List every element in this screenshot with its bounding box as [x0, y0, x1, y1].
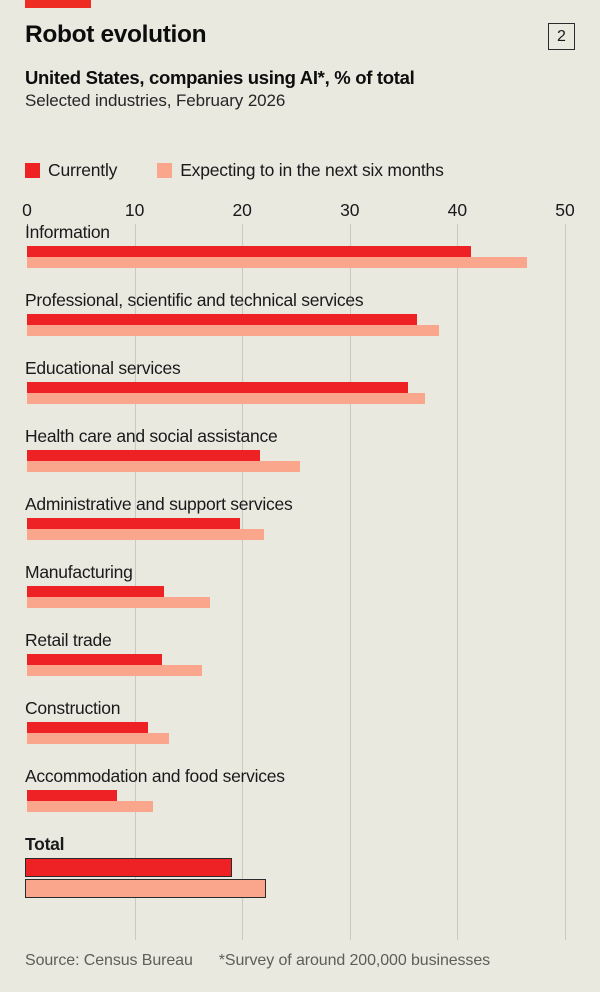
- bar-group: Information: [0, 222, 600, 268]
- legend-swatch-current: [25, 163, 40, 178]
- bar-category-label: Health care and social assistance: [25, 426, 278, 446]
- bar-expected: [27, 461, 301, 472]
- bar-current: [27, 518, 241, 529]
- bar-expected: [27, 665, 203, 676]
- x-tick-label-40: 40: [447, 200, 468, 220]
- chart-subsubtitle: Selected industries, February 2026: [25, 91, 286, 111]
- footer-source: Source: Census Bureau: [25, 952, 193, 969]
- x-tick-label-30: 30: [340, 200, 360, 220]
- bar-group: Health care and social assistance: [0, 426, 600, 472]
- legend-label-current: Currently: [48, 160, 118, 180]
- bar-current: [27, 246, 472, 257]
- bar-current: [27, 586, 164, 597]
- bar-current: [27, 722, 148, 733]
- bar-category-label: Accommodation and food services: [25, 766, 285, 786]
- legend-item-expected: Expecting to in the next six months: [157, 160, 444, 181]
- title-row: Robot evolution 2: [25, 22, 575, 50]
- gridline-40: [457, 224, 459, 940]
- gridline-50: [565, 224, 566, 940]
- bar-category-label: Retail trade: [25, 630, 112, 650]
- x-tick-label-20: 20: [232, 200, 252, 220]
- economist-red-tab: [25, 0, 91, 8]
- bar-category-label: Construction: [25, 698, 121, 718]
- bar-group: Educational services: [0, 358, 600, 404]
- bar-expected: [27, 325, 440, 336]
- bar-group: Administrative and support services: [0, 494, 600, 540]
- bar-category-label: Total: [25, 834, 65, 854]
- x-tick-label-0: 0: [22, 200, 32, 220]
- chart-legend: Currently Expecting to in the next six mo…: [25, 160, 484, 181]
- bar-group: Retail trade: [0, 630, 600, 676]
- page-title: Robot evolution: [25, 21, 207, 48]
- gridline-30: [349, 224, 351, 940]
- bar-current: [25, 858, 232, 877]
- bar-current: [27, 382, 408, 393]
- bar-expected: [27, 529, 264, 540]
- bar-group: Professional, scientific and technical s…: [0, 290, 600, 336]
- legend-swatch-expected: [157, 163, 173, 178]
- bar-current: [27, 314, 417, 325]
- legend-label-expected: Expecting to in the next six months: [180, 160, 444, 180]
- x-axis-tick-labels: 0 10 20 30 40 50: [0, 200, 600, 224]
- bar-expected: [27, 257, 528, 268]
- bars-layer: Information Professional, scientific and …: [0, 222, 600, 940]
- bar-current: [27, 450, 261, 461]
- bar-expected: [27, 597, 210, 608]
- bar-group: Manufacturing: [0, 562, 600, 608]
- chart-header: Robot evolution 2 United States, compani…: [25, 22, 575, 111]
- bar-category-label: Educational services: [25, 358, 181, 378]
- bar-group: Construction: [0, 698, 600, 744]
- footer-note: *Survey of around 200,000 businesses: [218, 952, 491, 969]
- x-tick-label-10: 10: [124, 200, 145, 220]
- bar-group: Accommodation and food services: [0, 766, 600, 812]
- panel-number-badge: 2: [548, 23, 575, 50]
- bar-group: Total: [0, 834, 600, 898]
- x-axis-zero-tick: [27, 224, 28, 233]
- bar-expected: [27, 733, 170, 744]
- bar-current: [27, 654, 162, 665]
- bar-expected: [27, 393, 426, 404]
- plot-area: 0 10 20 30 40 50 Information Professional, sci…: [0, 200, 600, 940]
- chart-footer: Source: Census Bureau *Survey of around …: [25, 952, 575, 970]
- bar-current: [27, 790, 118, 801]
- bar-expected: [27, 801, 153, 812]
- legend-item-current: Currently: [25, 160, 117, 181]
- gridline-20: [242, 224, 244, 940]
- bar-category-label: Professional, scientific and technical s…: [25, 290, 364, 310]
- chart-subtitle: United States, companies using AI*, % of…: [25, 67, 415, 88]
- bar-category-label: Information: [25, 222, 110, 242]
- x-tick-label-50: 50: [555, 200, 575, 220]
- gridline-10: [134, 224, 136, 940]
- bar-expected: [25, 878, 267, 898]
- bar-category-label: Administrative and support services: [25, 494, 293, 514]
- gridlines: [0, 224, 600, 940]
- bar-category-label: Manufacturing: [25, 562, 133, 582]
